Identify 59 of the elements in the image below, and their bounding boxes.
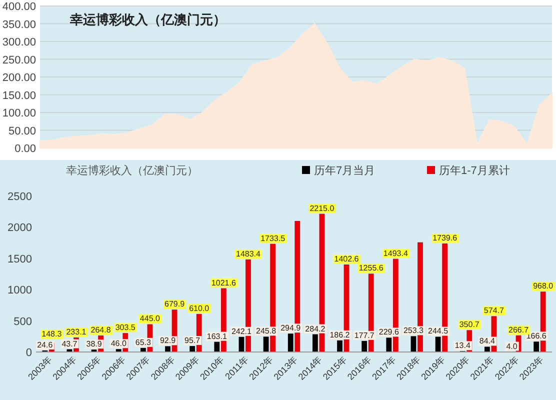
data-label: 233.1 xyxy=(66,327,87,336)
y-tick-label: 2500 xyxy=(8,191,32,203)
data-label: 13.4 xyxy=(454,341,471,350)
data-label: 38.9 xyxy=(86,340,102,349)
data-label: 1255.6 xyxy=(358,264,384,273)
data-label: 445.0 xyxy=(140,314,161,324)
data-label: 95.7 xyxy=(184,336,201,346)
y-tick-label: 350.00 xyxy=(2,18,36,31)
data-label: 253.3 xyxy=(403,326,424,336)
data-label: 1739.6 xyxy=(432,233,458,242)
y-tick-label: 0.00 xyxy=(14,143,36,155)
data-label: 303.5 xyxy=(115,323,136,332)
data-label: 679.9 xyxy=(164,300,186,309)
data-label: 266.7 xyxy=(508,325,530,334)
y-tick-label: 250.00 xyxy=(2,54,36,66)
text: 幸运博彩收入（亿澳门元） xyxy=(69,12,226,27)
y-tick-label: 150.00 xyxy=(2,90,36,102)
y-tick-label: 400.00 xyxy=(2,1,36,13)
data-label: 1493.4 xyxy=(383,248,408,258)
data-label: 264.8 xyxy=(90,325,112,334)
y-tick-label: 2000 xyxy=(8,222,32,234)
data-label: 1733.5 xyxy=(260,234,286,243)
y-tick-label: 100.00 xyxy=(2,108,36,120)
data-label: 1402.6 xyxy=(334,254,360,264)
data-label: 350.7 xyxy=(459,320,480,330)
y-tick-label: 50.00 xyxy=(8,125,36,138)
data-label: 968.0 xyxy=(533,282,554,291)
data-label: 242.1 xyxy=(231,326,252,336)
data-label: 610.0 xyxy=(189,304,210,313)
data-label: 186.2 xyxy=(330,330,350,340)
y-tick-label: 200.00 xyxy=(2,72,36,84)
legend-label: 历年1-7月累计 xyxy=(439,164,510,177)
data-label: 2215.0 xyxy=(310,204,335,213)
chart-title: 幸运博彩收入（亿澳门元） xyxy=(66,164,198,177)
data-label: 4.0 xyxy=(506,342,518,351)
data-label: 24.6 xyxy=(37,340,54,350)
data-label: 177.7 xyxy=(354,330,375,340)
legend-label: 历年7月当月 xyxy=(314,165,376,177)
data-label: 65.3 xyxy=(135,338,152,347)
data-label: 1483.4 xyxy=(236,249,262,258)
data-label: 244.5 xyxy=(428,326,449,336)
data-label: 46.0 xyxy=(110,339,127,348)
data-label: 43.7 xyxy=(62,339,78,348)
data-label: 294.9 xyxy=(280,324,302,333)
y-tick-label: 500 xyxy=(14,316,32,328)
y-tick-label: 1500 xyxy=(8,253,32,266)
data-label: 284.2 xyxy=(305,324,326,334)
y-tick-label: 1000 xyxy=(8,284,32,297)
data-label: 166.6 xyxy=(526,332,547,341)
data-label: 148.3 xyxy=(42,329,62,338)
data-label: 245.8 xyxy=(256,326,277,336)
data-label: 163.1 xyxy=(206,332,228,341)
y-tick-label: 300.00 xyxy=(2,36,36,48)
data-label: 1021.6 xyxy=(211,278,236,288)
data-label: 229.6 xyxy=(378,328,400,337)
y-tick-label: 0 xyxy=(26,347,32,359)
data-label: 92.9 xyxy=(160,336,176,346)
data-label: 84.4 xyxy=(479,336,496,346)
data-label: 574.7 xyxy=(484,306,505,316)
